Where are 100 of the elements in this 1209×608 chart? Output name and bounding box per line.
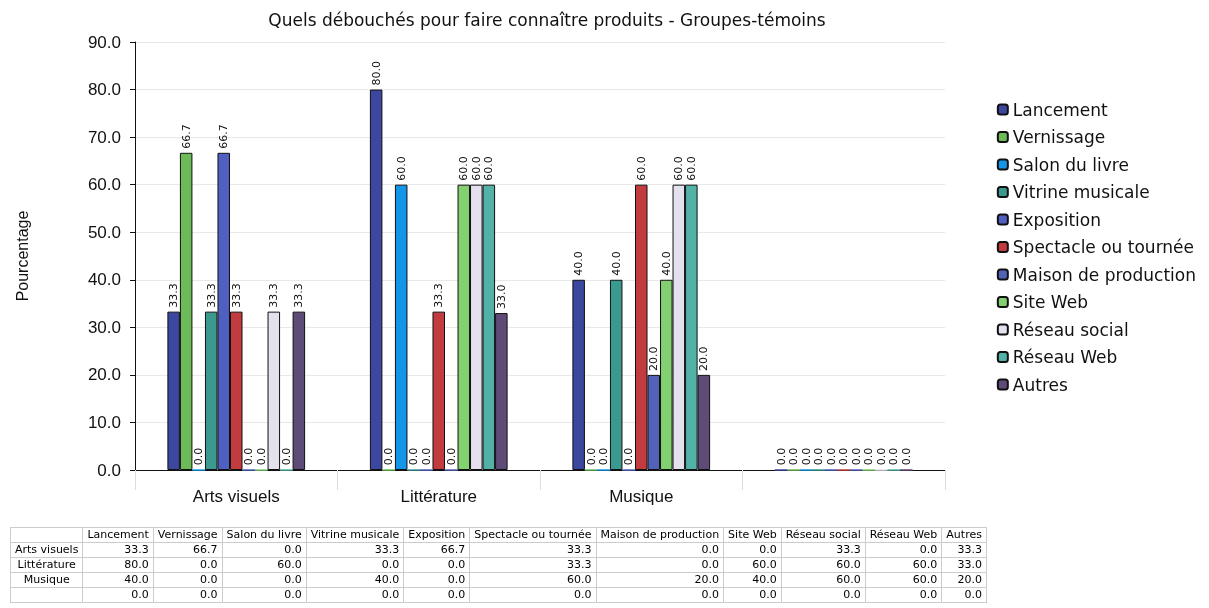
- data-label: 0.0: [584, 447, 598, 466]
- text: 0.0: [131, 588, 149, 601]
- text: Exposition: [408, 528, 466, 541]
- text: 0.0: [381, 558, 400, 571]
- text: 40.0: [124, 573, 149, 586]
- category-label: Musique: [23, 573, 70, 586]
- text: 0.0: [447, 573, 466, 586]
- category-label: Littérature: [17, 558, 76, 571]
- text: Autres: [946, 528, 982, 541]
- data-label: 33.3: [432, 283, 446, 308]
- text: Salon du livre: [226, 528, 302, 541]
- data-label: 60.0: [482, 156, 496, 181]
- y-tick-label: 0.0: [97, 460, 121, 480]
- text: 33.3: [836, 543, 861, 556]
- text: 0.0: [759, 588, 777, 601]
- category-label: Arts visuels: [15, 543, 79, 556]
- text: 33.3: [374, 543, 400, 556]
- data-label: 0.0: [774, 447, 788, 466]
- text: 33.3: [567, 558, 592, 571]
- text: Réseau social: [785, 528, 861, 541]
- text: 0.0: [200, 588, 218, 601]
- text: 0.0: [701, 588, 720, 601]
- data-label: 0.0: [192, 447, 206, 466]
- legend-label: Réseau social: [1012, 319, 1129, 340]
- data-label: 20.0: [697, 346, 711, 371]
- text: 0.0: [701, 558, 720, 571]
- y-tick-label: 20.0: [87, 365, 121, 385]
- data-label: 40.0: [609, 251, 623, 276]
- legend-label: Salon du livre: [1012, 154, 1129, 175]
- text: Réseau Web: [869, 528, 938, 541]
- data-label: 0.0: [874, 447, 888, 466]
- y-tick-label: 10.0: [87, 412, 121, 432]
- x-tick-label: Musique: [609, 487, 674, 506]
- text: 60.0: [912, 573, 938, 586]
- data-label: 33.0: [494, 284, 508, 310]
- data-label: 66.7: [217, 124, 231, 149]
- text: 60.0: [836, 558, 861, 571]
- text: 66.7: [440, 543, 466, 556]
- data-label: 33.3: [292, 283, 306, 308]
- text: Maison de production: [600, 528, 720, 541]
- text: 0.0: [284, 573, 302, 586]
- data-label: 80.0: [369, 61, 383, 86]
- text: 60.0: [836, 573, 861, 586]
- y-tick-label: 80.0: [87, 80, 121, 100]
- text: 0.0: [964, 588, 982, 601]
- y-tick-label: 90.0: [87, 32, 121, 52]
- y-tick-label: 30.0: [87, 317, 121, 337]
- text: 0.0: [447, 588, 466, 601]
- data-label: 0.0: [622, 447, 636, 466]
- text: 80.0: [124, 558, 149, 571]
- text: 0.0: [284, 588, 302, 601]
- chart-title: Quels débouchés pour faire connaître produits - Groupes-témoins: [268, 9, 826, 30]
- data-label: 0.0: [407, 447, 421, 466]
- data-label: 20.0: [647, 346, 661, 371]
- text: 33.3: [567, 543, 592, 556]
- data-label: 60.0: [684, 156, 698, 181]
- y-tick-label: 50.0: [87, 222, 121, 242]
- data-label: 0.0: [787, 447, 801, 466]
- text: 40.0: [752, 573, 777, 586]
- y-tick-label: 40.0: [87, 270, 121, 290]
- text: 0.0: [919, 543, 938, 556]
- text: 0.0: [200, 558, 218, 571]
- text: 60.0: [912, 558, 938, 571]
- y-axis-title: Pourcentage: [13, 210, 31, 302]
- text: 33.3: [957, 543, 982, 556]
- text: Vitrine musicale: [310, 528, 400, 541]
- text: Spectacle ou tournée: [474, 528, 592, 541]
- text: 60.0: [752, 558, 777, 571]
- data-label: 0.0: [837, 447, 851, 466]
- legend-label: Lancement: [1012, 99, 1109, 120]
- data-label: 66.7: [179, 124, 193, 149]
- data-label: 0.0: [382, 447, 396, 466]
- legend-label: Site Web: [1012, 292, 1088, 312]
- data-label: 0.0: [899, 447, 913, 466]
- text: 0.0: [759, 543, 777, 556]
- text: 0.0: [447, 558, 466, 571]
- data-label: 0.0: [242, 447, 256, 466]
- text: 0.0: [574, 588, 592, 601]
- legend-label: Maison de production: [1012, 264, 1197, 285]
- data-label: 0.0: [419, 447, 433, 466]
- data-label: 0.0: [444, 447, 458, 466]
- data-label: 0.0: [812, 447, 826, 466]
- legend-label: Vernissage: [1012, 127, 1106, 147]
- text: 33.0: [957, 558, 982, 571]
- text: 60.0: [567, 573, 592, 586]
- data-label: 0.0: [279, 447, 293, 466]
- legend-label: Vitrine musicale: [1012, 182, 1150, 202]
- text: 33.3: [124, 543, 149, 556]
- data-label: 33.3: [167, 283, 181, 308]
- legend-label: Réseau Web: [1012, 347, 1118, 367]
- text: Lancement: [87, 528, 149, 541]
- data-label: 40.0: [659, 251, 673, 276]
- data-label: 60.0: [394, 156, 408, 181]
- text: 0.0: [701, 543, 720, 556]
- text: 66.7: [193, 543, 218, 556]
- text: 40.0: [374, 573, 400, 586]
- y-tick-label: 70.0: [87, 127, 121, 147]
- data-label: 40.0: [572, 251, 586, 276]
- data-label: 0.0: [862, 447, 876, 466]
- text: 20.0: [694, 573, 720, 586]
